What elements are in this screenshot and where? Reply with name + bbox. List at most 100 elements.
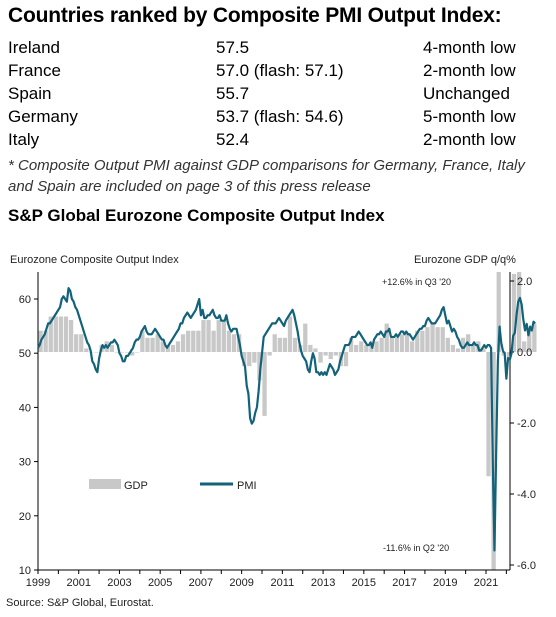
chart-axes: [37, 272, 511, 571]
gdp-bar: [287, 316, 293, 352]
ranking-row: Italy 52.4 2-month low: [8, 130, 548, 153]
left-tick-label: 30: [19, 457, 31, 469]
country-name: Spain: [8, 84, 52, 103]
gdp-bar: [455, 348, 461, 352]
left-tick-label: 50: [19, 348, 31, 360]
gdp-bar: [94, 352, 99, 353]
gdp-bar: [404, 334, 410, 352]
gdp-bar: [313, 348, 318, 352]
gdp-bar: [216, 320, 221, 352]
gdp-bar: [420, 330, 425, 352]
x-tick-label: 2003: [107, 577, 131, 589]
gdp-bar: [196, 330, 201, 352]
gdp-bar: [303, 323, 308, 352]
gdp-bar: [150, 337, 155, 352]
pmi-value: 57.5: [216, 38, 250, 57]
gdp-bar: [348, 337, 354, 352]
pmi-value: 53.7 (flash: 54.6): [216, 107, 344, 126]
right-tick-label: -4.0: [517, 489, 536, 501]
gdp-bar: [231, 334, 237, 352]
left-axis-label: Eurozone Composite Output Index: [10, 254, 179, 266]
ranking-row: Spain 55.7 Unchanged: [8, 84, 548, 107]
gdp-low-annotation: -11.6% in Q2 '20: [383, 543, 449, 553]
gdp-bar: [79, 334, 84, 352]
right-tick-label: 0.0: [517, 347, 532, 359]
gdp-bar: [43, 330, 48, 352]
ranking-row: Germany 53.7 (flash: 54.6) 5-month low: [8, 107, 548, 130]
gdp-bar: [124, 352, 130, 353]
gdp-bar: [191, 330, 196, 352]
gdp-bar: [532, 323, 537, 352]
gdp-bar: [506, 352, 512, 360]
ranking-row: Ireland 57.5 4-month low: [8, 38, 548, 61]
gdp-bar: [364, 344, 369, 352]
gdp-bar: [399, 334, 405, 352]
gdp-bar: [130, 352, 135, 356]
gdp-bar: [323, 352, 328, 356]
left-tick-label: 10: [19, 565, 31, 577]
country-name: Ireland: [8, 38, 60, 57]
gdp-bar: [527, 330, 532, 352]
gdp-bar: [354, 344, 359, 352]
gdp-bar: [328, 352, 333, 360]
gdp-bar: [145, 337, 150, 352]
page-title: Countries ranked by Composite PMI Output…: [8, 4, 502, 27]
gdp-bar: [481, 348, 486, 352]
gdp-high-annotation: +12.6% in Q3 '20: [382, 277, 451, 287]
gdp-bar: [318, 352, 323, 363]
left-tick-label: 20: [19, 511, 31, 523]
x-tick-label: 2001: [66, 577, 90, 589]
gdp-bar: [119, 352, 125, 353]
gdp-bar: [221, 320, 226, 352]
pmi-status: 5-month low: [423, 107, 516, 126]
gdp-bar: [460, 337, 466, 352]
gdp-bar: [226, 330, 232, 352]
gdp-bar: [206, 320, 211, 352]
gdp-bar: [440, 327, 445, 352]
gdp-bar: [308, 344, 313, 352]
x-tick-label: 2015: [352, 577, 376, 589]
gdp-bar: [359, 341, 364, 352]
gdp-bar: [140, 330, 145, 352]
x-tick-label: 2019: [433, 577, 457, 589]
gdp-bar: [170, 344, 176, 352]
country-name: Germany: [8, 107, 78, 126]
gdp-bar: [374, 341, 379, 352]
gdp-bar: [211, 330, 216, 352]
gdp-bar: [277, 337, 282, 352]
gdp-bar: [445, 337, 450, 352]
footnote: * Composite Output PMI against GDP compa…: [8, 157, 525, 195]
pmi-value: 55.7: [216, 84, 250, 103]
gdp-bar: [394, 337, 400, 352]
gdp-bar: [471, 344, 476, 352]
gdp-bar: [186, 330, 191, 352]
gdp-bar: [496, 272, 501, 352]
gdp-bar: [430, 323, 435, 352]
legend-pmi-label: PMI: [237, 480, 257, 492]
chart-title: S&P Global Eurozone Composite Output Ind…: [8, 206, 385, 225]
legend-gdp-label: GDP: [124, 480, 148, 492]
gdp-bar: [410, 341, 415, 352]
country-name: France: [8, 61, 61, 80]
legend-gdp-swatch: [89, 479, 121, 489]
gdp-bar: [175, 341, 181, 352]
gdp-bar: [48, 316, 53, 352]
country-ranking-table: Ireland 57.5 4-month low France 57.0 (fl…: [8, 38, 548, 153]
pmi-value: 52.4: [216, 130, 250, 149]
gdp-bar: [84, 348, 89, 352]
gdp-bar: [522, 341, 527, 352]
axis-ticks: 10 20 30 40 50 60 2.0 0.0 -2.0 -4.0 -6.0 1999 2001 20…: [19, 276, 536, 589]
x-tick-label: 2009: [229, 577, 253, 589]
country-name: Italy: [8, 130, 40, 149]
gdp-bar: [53, 316, 58, 352]
right-tick-label: -6.0: [517, 560, 536, 572]
gdp-bar: [242, 352, 247, 367]
gdp-bar: [415, 330, 420, 352]
ranking-row: France 57.0 (flash: 57.1) 2-month low: [8, 61, 548, 84]
gdp-bar: [58, 316, 64, 352]
gdp-bar: [272, 334, 277, 352]
gdp-bar: [252, 352, 257, 363]
gdp-bar: [114, 352, 120, 353]
pmi-value: 57.0 (flash: 57.1): [216, 61, 344, 80]
